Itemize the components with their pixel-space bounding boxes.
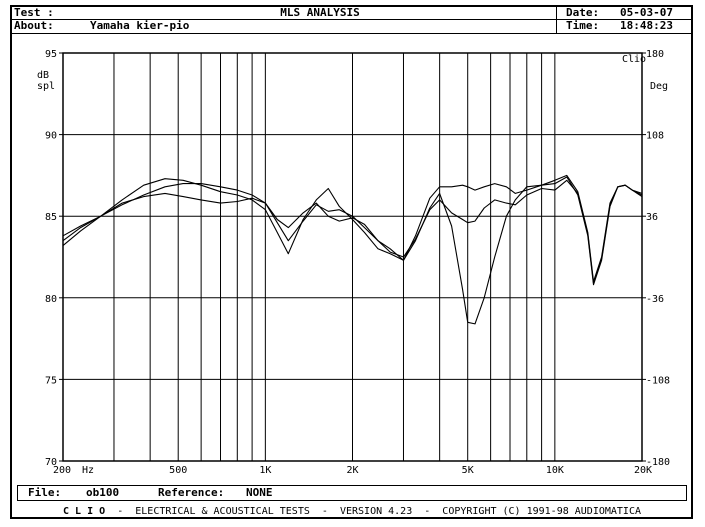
- x-tick-label: 500: [169, 465, 187, 476]
- series-line-3: [62, 179, 643, 284]
- y-left-tick-label: 80: [45, 294, 57, 305]
- time-label: Time:: [566, 19, 600, 32]
- y-left-tick-label: 70: [45, 457, 57, 468]
- y-left-tick-label: 75: [45, 375, 57, 386]
- plot-border: [62, 52, 643, 462]
- header-divider-vertical: [556, 6, 557, 33]
- x-tick-label: 5K: [462, 465, 474, 476]
- footer-bar: C L I O - ELECTRICAL & ACOUSTICAL TESTS …: [14, 506, 690, 517]
- window-frame: [10, 5, 693, 519]
- x-tick-label: 20K: [634, 465, 652, 476]
- date-value: 05-03-07: [620, 6, 673, 19]
- reference-label: Reference:: [158, 486, 225, 499]
- time-value: 18:48:23: [620, 19, 673, 32]
- file-info-bar: [17, 485, 687, 501]
- x-tick-label: 2K: [346, 465, 358, 476]
- x-tick-label: 10K: [546, 465, 564, 476]
- y-left-label-spl: spl: [37, 81, 55, 92]
- reference-value: NONE: [246, 486, 273, 499]
- chart-series: [62, 174, 643, 325]
- footer-text: - ELECTRICAL & ACOUSTICAL TESTS - VERSIO…: [117, 506, 641, 517]
- y-right-tick-label: 108: [646, 131, 664, 142]
- test-label: Test :: [14, 6, 54, 19]
- y-right-tick-label: 180: [646, 49, 664, 60]
- footer-brand: C L I O: [63, 506, 106, 517]
- date-label: Date:: [566, 6, 600, 19]
- x-tick-label: 1K: [259, 465, 271, 476]
- y-left-tick-label: 90: [45, 131, 57, 142]
- y-right-tick-label: -180: [646, 457, 670, 468]
- file-label: File:: [28, 486, 62, 499]
- y-right-tick-label: -36: [646, 294, 664, 305]
- file-value: ob100: [86, 486, 120, 499]
- y-left-tick-label: 85: [45, 212, 57, 223]
- about-label: About:: [14, 19, 54, 32]
- header-bottom-divider: [11, 33, 692, 34]
- x-unit-label-hz: Hz: [82, 465, 94, 476]
- header-divider-horizontal: [11, 19, 692, 20]
- chart-grid: [63, 53, 642, 461]
- y-left-tick-label: 95: [45, 49, 57, 60]
- y-left-label-db: dB: [37, 70, 49, 81]
- y-right-label-deg: Deg: [650, 81, 668, 92]
- axis-ticks: 70 75 80 85 90 95 -180 -108 -36 36 108 180 200 500 1K 2…: [45, 49, 670, 476]
- y-right-tick-label: -108: [646, 375, 670, 386]
- x-tick-label: 200: [53, 465, 71, 476]
- chart-title: MLS ANALYSIS: [280, 6, 360, 19]
- about-value: Yamaha kier-pio: [90, 19, 190, 32]
- corner-label-clio: Clio: [622, 54, 646, 65]
- y-right-tick-label: 36: [646, 212, 658, 223]
- plot-frame: [62, 52, 643, 462]
